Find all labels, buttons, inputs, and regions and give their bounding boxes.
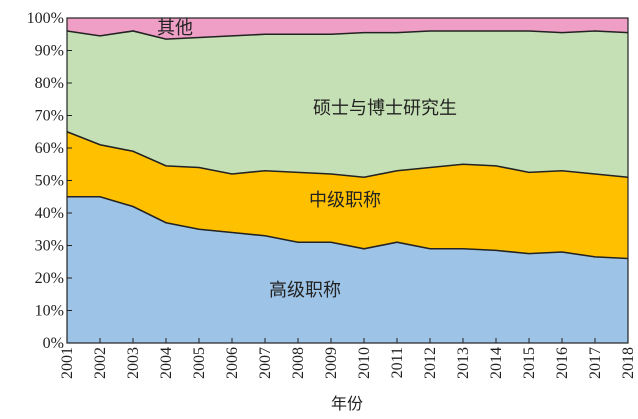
area [67,18,628,40]
x-tick-label: 2003 [125,347,142,379]
y-tick-label: 40% [35,205,64,222]
x-tick-label: 2006 [224,347,241,379]
y-tick-label: 100% [27,10,64,27]
y-tick-label: 90% [35,43,64,60]
y-tick-label: 60% [35,140,64,157]
x-tick-label: 2008 [290,347,307,379]
y-tick-label: 70% [35,108,64,125]
y-tick-label: 30% [35,238,64,255]
x-tick-label: 2010 [356,347,373,379]
x-tick-label: 2007 [257,347,274,379]
area [67,131,628,259]
area [67,196,628,343]
x-tick-label: 2005 [191,347,208,379]
x-tick-label: 2013 [455,347,472,379]
area [67,31,628,178]
boundary-line [66,131,629,179]
boundary-line [66,30,629,40]
x-tick-label: 2002 [92,347,109,379]
area-label: 硕士与博士研究生 [313,98,457,118]
x-tick-label: 2011 [389,347,406,378]
x-tick-label: 2016 [554,347,571,379]
x-tick-label: 2004 [158,347,175,379]
x-tick-label: 2001 [59,347,76,379]
x-tick-label: 2017 [587,347,604,379]
area-label: 中级职称 [309,190,381,210]
y-tick-label: 80% [35,75,64,92]
x-axis-title: 年份 [331,395,363,413]
y-tick-label: 20% [35,270,64,287]
x-tick-label: 2018 [620,347,637,379]
x-tick-label: 2009 [323,347,340,379]
area-label: 其他 [157,18,193,38]
x-tick-label: 2015 [521,347,538,379]
area-label: 高级职称 [269,280,341,300]
x-tick-label: 2014 [488,347,505,379]
y-tick-label: 10% [35,303,64,320]
x-tick-label: 2012 [422,347,439,379]
y-tick-label: 0% [43,335,64,352]
y-tick-label: 50% [35,173,64,190]
boundary-line [67,195,629,260]
